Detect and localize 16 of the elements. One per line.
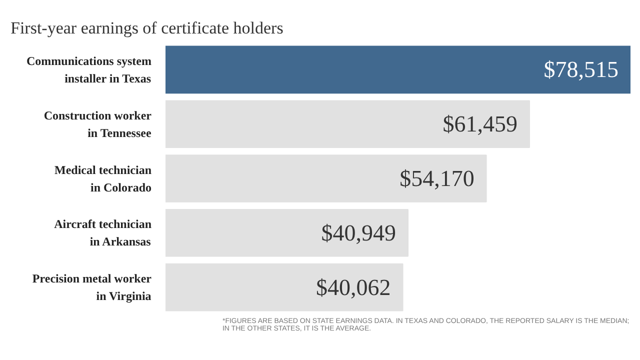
y-tick-label: Medical technician in Colorado — [54, 162, 152, 194]
data-label: $61,459 — [442, 112, 518, 137]
data-label: $78,515 — [544, 57, 618, 82]
data-label: $40,062 — [316, 274, 391, 300]
y-tick-label: Precision metal worker in Virginia — [32, 272, 152, 304]
bar — [166, 46, 630, 94]
bar — [166, 209, 409, 257]
y-tick-label: Construction worker in Tennessee — [44, 108, 152, 140]
chart-title: First-year earnings of certificate holders — [10, 18, 284, 38]
data-label: $54,170 — [400, 166, 474, 191]
bar — [166, 263, 404, 312]
y-tick-label: Aircraft technician in Arkansas — [54, 217, 152, 249]
y-tick-label: Communications system installer in Texas — [26, 54, 152, 86]
bar — [166, 154, 487, 202]
bar — [166, 100, 530, 148]
data-label: $40,949 — [321, 220, 396, 246]
